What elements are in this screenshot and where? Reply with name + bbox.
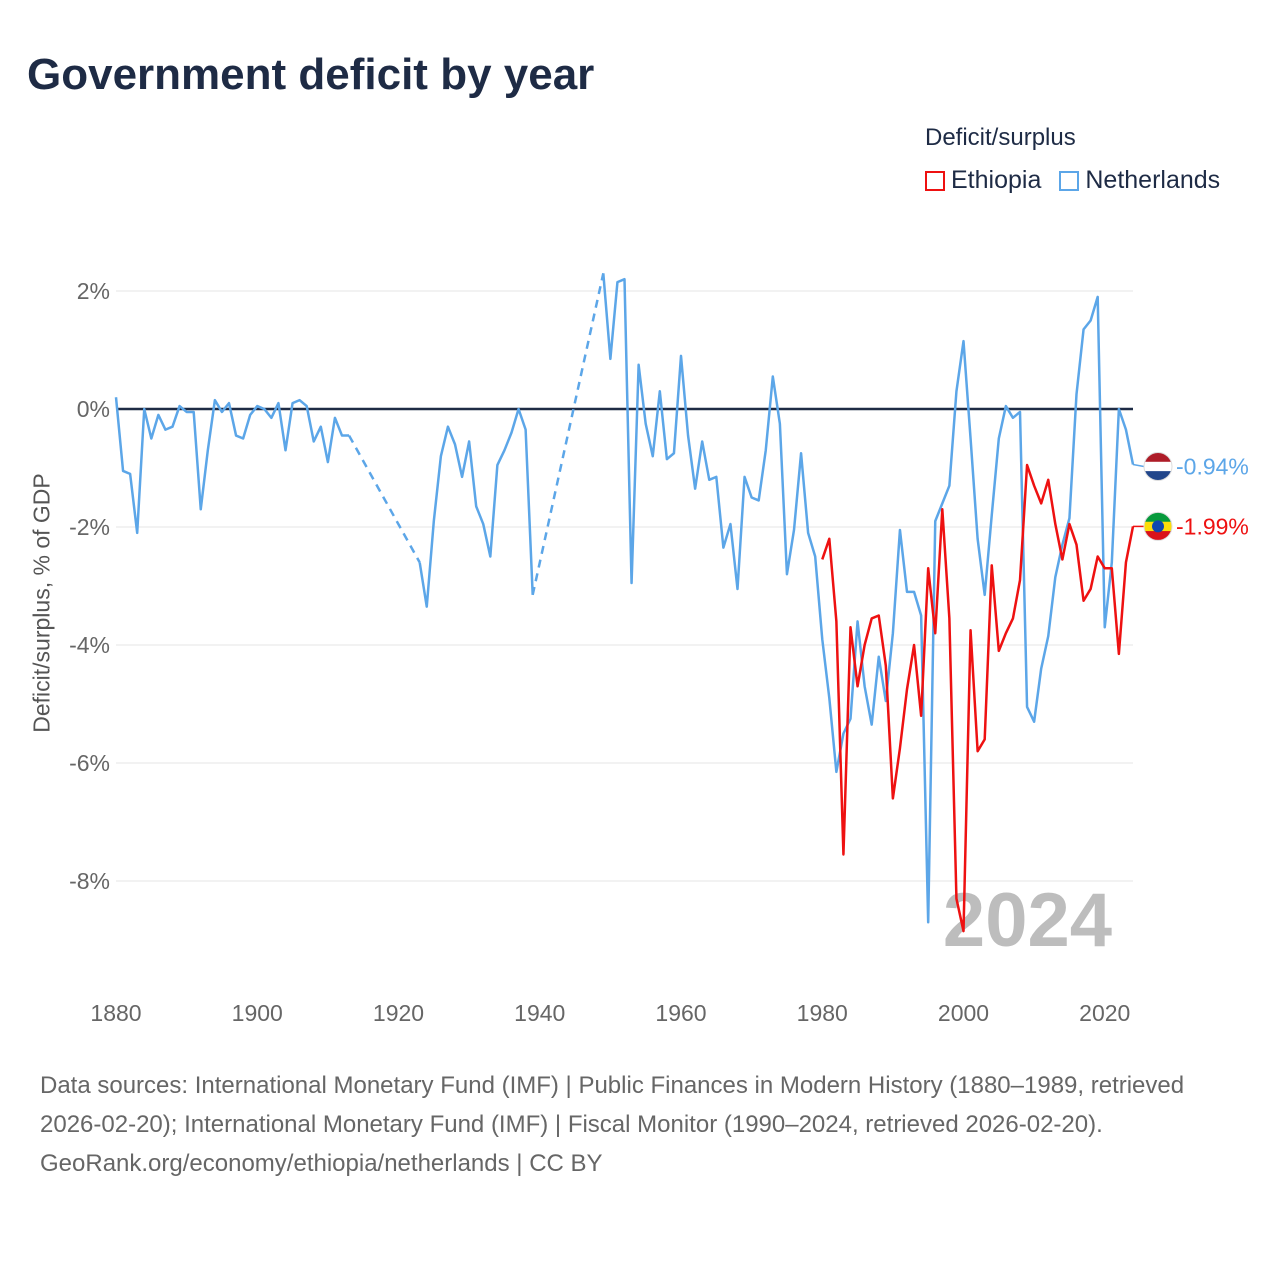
- series-line-netherlands: [114, 397, 350, 535]
- legend-swatch-ethiopia: [925, 170, 945, 191]
- x-tick-label: 1980: [797, 1000, 848, 1026]
- ethiopia-flag-icon: [1143, 511, 1173, 541]
- series-line-netherlands: [418, 407, 534, 608]
- series-gap-netherlands: [531, 273, 605, 596]
- x-tick-label: 1900: [232, 1000, 283, 1026]
- y-tick-label: -6%: [69, 750, 110, 776]
- x-tick-label: 2000: [938, 1000, 989, 1026]
- legend-label-netherlands: Netherlands: [1085, 166, 1221, 194]
- y-tick-label: -4%: [69, 632, 110, 658]
- credit-link[interactable]: GeoRank.org/economy/ethiopia/netherlands…: [40, 1150, 603, 1177]
- legend-item-netherlands[interactable]: Netherlands: [1059, 166, 1220, 195]
- data-sources: Data sources: International Monetary Fun…: [40, 1072, 1185, 1138]
- end-label-ethiopia: -1.99%: [1176, 513, 1249, 539]
- legend-title: Deficit/surplus: [925, 124, 1076, 151]
- year-watermark: 2024: [943, 878, 1112, 963]
- y-tick-label: 0%: [77, 396, 110, 422]
- end-connector-netherlands: [1132, 463, 1145, 468]
- x-tick-label: 1920: [373, 1000, 424, 1026]
- x-tick-label: 1880: [90, 1000, 141, 1026]
- y-tick-label: -2%: [69, 514, 110, 540]
- x-tick-label: 1940: [514, 1000, 565, 1026]
- legend-label-ethiopia: Ethiopia: [951, 166, 1042, 194]
- series-gap-netherlands: [347, 434, 421, 564]
- legend-item-ethiopia[interactable]: Ethiopia: [925, 166, 1041, 195]
- series-line-ethiopia: [821, 463, 1135, 933]
- y-tick-label: 2%: [77, 278, 110, 304]
- series-line-netherlands: [602, 273, 1135, 924]
- x-tick-label: 2020: [1079, 1000, 1130, 1026]
- x-tick-label: 1960: [655, 1000, 706, 1026]
- netherlands-flag-icon: [1143, 451, 1173, 481]
- chart-title: Government deficit by year: [27, 50, 595, 99]
- legend: Ethiopia Netherlands: [925, 166, 1220, 195]
- legend-swatch-netherlands: [1059, 170, 1080, 191]
- plot-area: 2% 0% -2% -4% -6% -8% 1880 1900 1920 1940 1960 1980…: [69, 273, 1249, 1026]
- y-tick-label: -8%: [69, 868, 110, 894]
- end-label-netherlands: -0.94%: [1176, 453, 1249, 479]
- footer: Data sources: International Monetary Fun…: [40, 1066, 1240, 1183]
